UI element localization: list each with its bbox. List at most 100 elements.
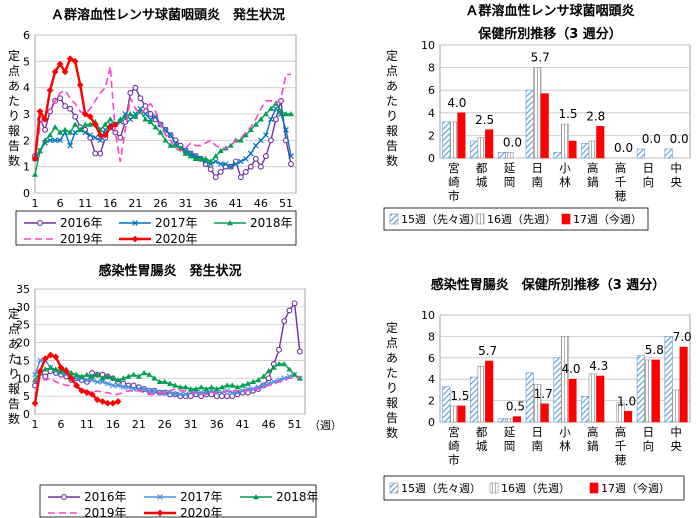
data-label: 5.8 bbox=[645, 343, 664, 357]
data-point bbox=[76, 81, 84, 89]
data-point bbox=[239, 382, 246, 388]
data-point bbox=[146, 387, 153, 394]
data-point bbox=[286, 366, 293, 372]
category-label-char: 高 bbox=[615, 161, 627, 175]
x-tick-label: 31 bbox=[179, 197, 193, 210]
y-axis-label-char: り bbox=[8, 367, 20, 381]
data-point bbox=[110, 382, 116, 389]
data-label: 1.7 bbox=[534, 387, 553, 401]
data-point bbox=[268, 116, 274, 123]
bar-0 bbox=[470, 140, 479, 159]
legend-label: 17週（今週） bbox=[573, 212, 642, 226]
data-point bbox=[151, 375, 158, 381]
data-point bbox=[52, 353, 60, 361]
marker-stroke bbox=[146, 387, 153, 394]
legend-marker bbox=[61, 494, 67, 500]
x-tick-label: 46 bbox=[262, 418, 276, 431]
data-point bbox=[62, 367, 70, 375]
chart-title: Ａ群溶血性レンサ球菌咽頭炎 発生状況 bbox=[51, 7, 285, 23]
data-point bbox=[117, 134, 124, 141]
category-label-char: 市 bbox=[448, 453, 460, 467]
data-point bbox=[182, 391, 189, 398]
y-axis-label-char: 数 bbox=[386, 425, 398, 440]
legend: 15週（先々週） 16週（先週） 17週（今週） bbox=[383, 475, 685, 501]
data-point bbox=[277, 108, 284, 114]
marker-stroke bbox=[222, 161, 229, 167]
data-point bbox=[255, 377, 262, 383]
x-tick-label: 21 bbox=[132, 418, 146, 431]
y-axis-label-char: 数 bbox=[8, 411, 20, 426]
chart-title: Ａ群溶血性レンサ球菌咽頭炎 bbox=[465, 3, 634, 19]
x-tick-label: 1 bbox=[32, 418, 39, 431]
y-axis-label-char: あ bbox=[386, 79, 398, 93]
data-point bbox=[172, 382, 179, 388]
y-axis-label-char: 報 bbox=[386, 396, 398, 410]
chart-title: 感染性胃腸炎 保健所別推移（3 週分） bbox=[431, 277, 666, 293]
bar-0 bbox=[664, 148, 673, 159]
y-tick-label: 3 bbox=[23, 108, 30, 121]
data-point bbox=[229, 393, 236, 400]
data-point bbox=[78, 387, 86, 395]
series-line bbox=[34, 363, 301, 390]
data-label: 4.3 bbox=[589, 359, 608, 373]
bar-2 bbox=[568, 378, 577, 423]
bar-2 bbox=[457, 405, 466, 423]
y-tick-label: 6 bbox=[23, 29, 30, 42]
data-point bbox=[267, 105, 274, 111]
x-tick-label: 1 bbox=[32, 197, 39, 210]
bar-1 bbox=[477, 366, 486, 423]
bar-0 bbox=[442, 121, 451, 159]
marker-stroke bbox=[237, 158, 244, 165]
category-label-char: 向 bbox=[643, 175, 655, 189]
data-point bbox=[132, 84, 139, 91]
data-point bbox=[32, 171, 38, 177]
data-point bbox=[67, 105, 74, 112]
category-label-char: 日 bbox=[643, 161, 655, 175]
legend-label: 2016年 bbox=[84, 490, 127, 504]
data-point bbox=[219, 389, 225, 396]
category-label-char: 高 bbox=[587, 425, 599, 439]
category-label-char: 宮 bbox=[448, 425, 460, 439]
data-point bbox=[57, 137, 63, 144]
x-tick-label: 26 bbox=[158, 418, 172, 431]
data-point bbox=[82, 129, 89, 136]
marker-stroke bbox=[288, 153, 294, 159]
y-axis-label-char: 点 bbox=[8, 322, 20, 336]
y-axis-label-char: た bbox=[386, 94, 398, 108]
y-axis-label-char: 告 bbox=[386, 139, 398, 153]
data-point bbox=[125, 373, 132, 379]
bar-1 bbox=[644, 359, 653, 423]
data-point bbox=[286, 307, 293, 314]
data-point bbox=[244, 380, 251, 386]
marker-stroke bbox=[157, 494, 163, 500]
data-point bbox=[127, 111, 134, 117]
data-point bbox=[177, 384, 184, 390]
legend-swatch bbox=[561, 213, 571, 225]
y-axis-label-char: 数 bbox=[8, 153, 20, 168]
data-point bbox=[222, 161, 229, 167]
data-point bbox=[237, 158, 244, 165]
marker-stroke bbox=[82, 129, 89, 136]
data-point bbox=[258, 137, 264, 144]
bar-2 bbox=[457, 112, 466, 159]
data-point bbox=[265, 375, 272, 382]
data-point bbox=[115, 382, 121, 389]
data-point bbox=[252, 155, 259, 162]
data-point bbox=[78, 373, 85, 379]
data-point bbox=[242, 155, 249, 162]
legend-box bbox=[39, 484, 317, 518]
marker-stroke bbox=[212, 158, 219, 165]
y-tick-label: 15 bbox=[16, 354, 30, 367]
data-point bbox=[281, 361, 288, 367]
data-point bbox=[167, 380, 173, 386]
marker-stroke bbox=[47, 137, 53, 144]
data-point bbox=[217, 147, 224, 154]
data-label: 5.7 bbox=[531, 51, 550, 65]
x-tick-label: 16 bbox=[106, 418, 120, 431]
bar-1 bbox=[560, 336, 570, 423]
data-point bbox=[262, 153, 269, 160]
marker-stroke bbox=[263, 132, 269, 138]
data-point bbox=[46, 86, 54, 94]
data-point bbox=[67, 374, 75, 382]
data-point bbox=[97, 150, 104, 157]
